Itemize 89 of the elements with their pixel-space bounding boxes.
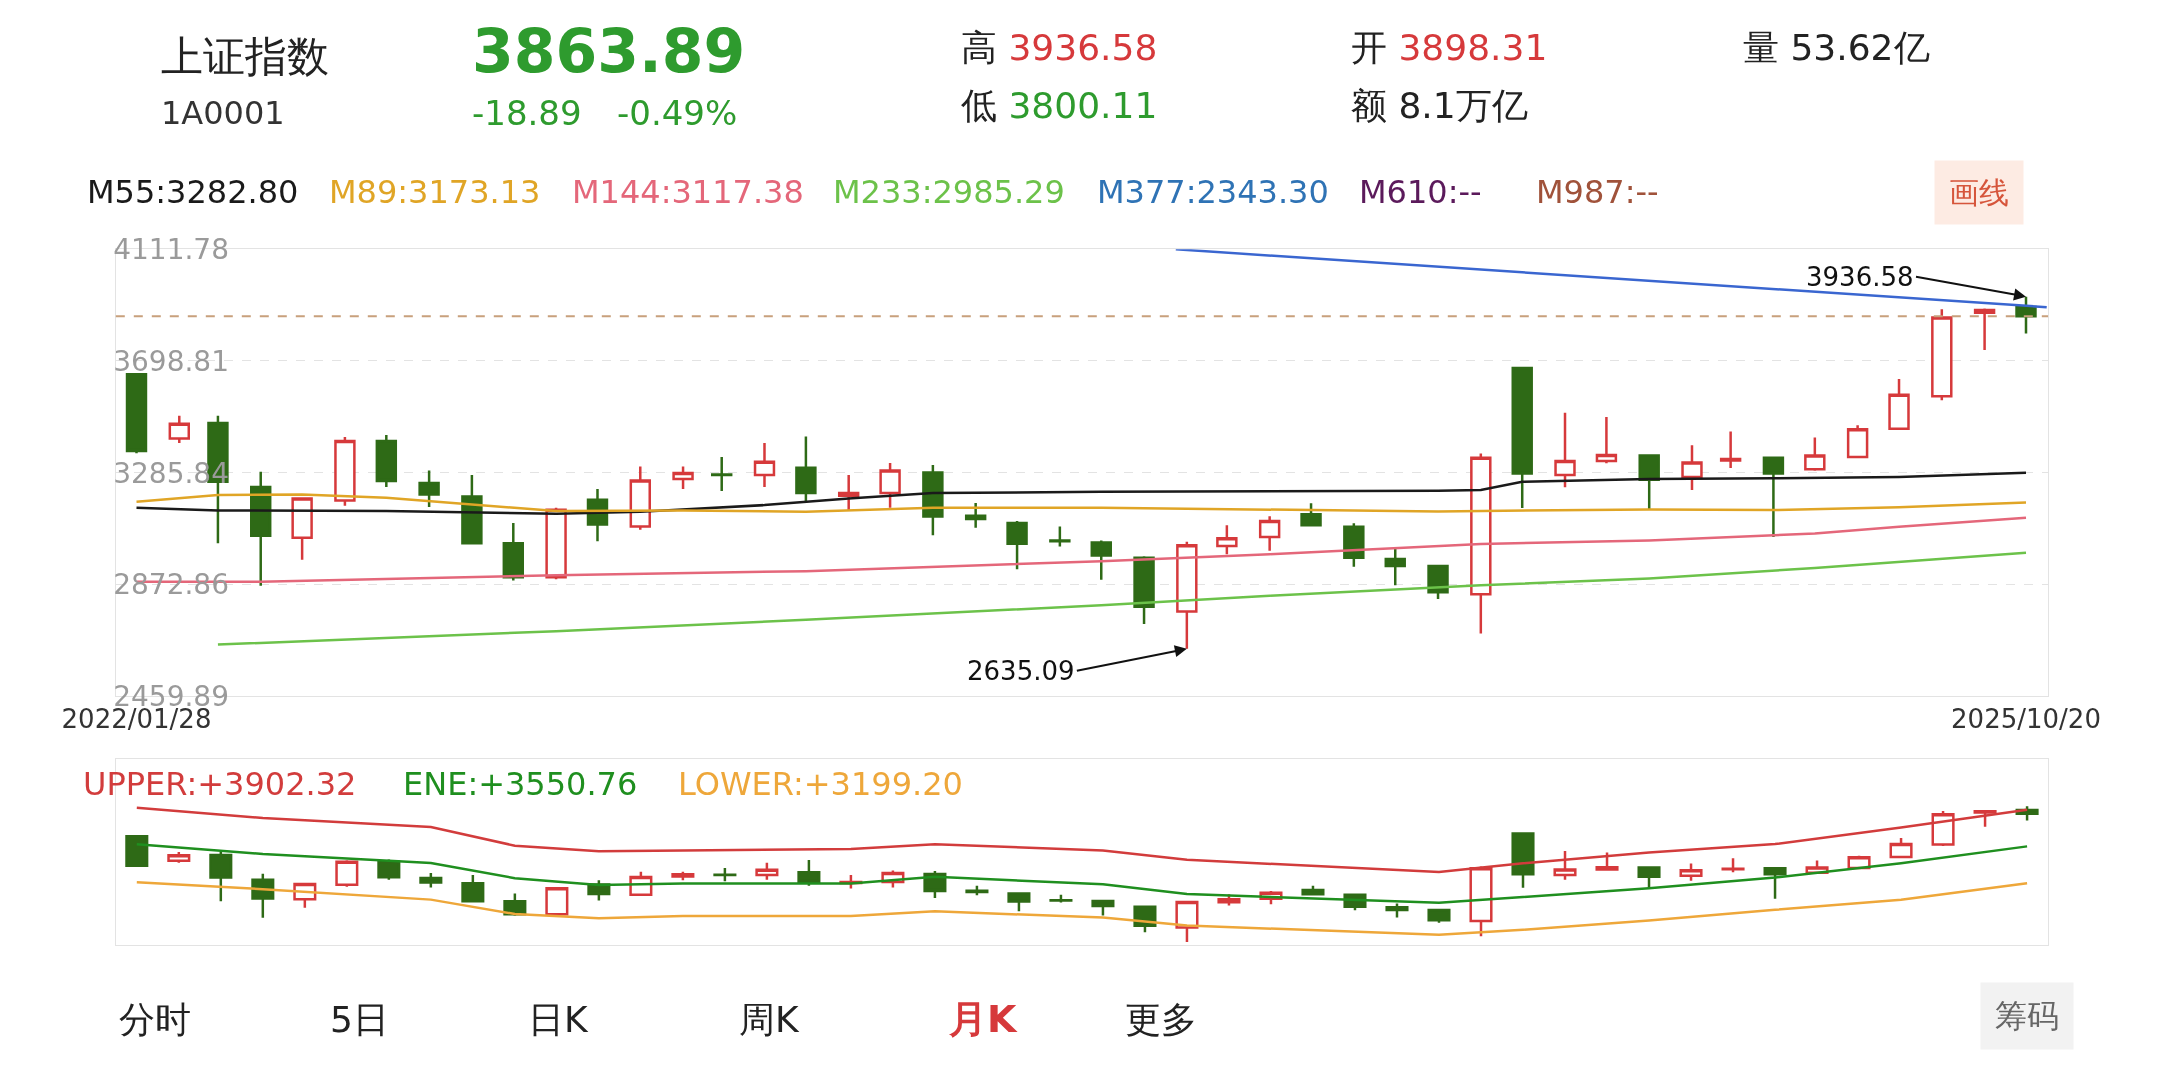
chart-title: 上证指数 <box>161 32 329 81</box>
candlestick <box>629 465 651 532</box>
candlestick <box>1427 908 1451 925</box>
y-tick-label: 4111.78 <box>113 233 229 267</box>
candlestick <box>1007 891 1031 913</box>
text: M144:3117.38 <box>572 173 804 211</box>
line-series <box>135 493 2028 514</box>
candlestick <box>1300 501 1322 527</box>
text: 月K <box>948 997 1018 1041</box>
candlestick <box>879 461 901 510</box>
candlestick <box>1595 415 1618 465</box>
candlestick <box>334 435 356 508</box>
annotation: 3936.58 <box>1806 262 1914 292</box>
candlestick <box>1846 423 1869 460</box>
series-label: ENE:+3550.76 <box>403 765 638 803</box>
candlestick <box>419 871 443 889</box>
candlestick <box>1511 832 1535 889</box>
candlestick <box>1679 862 1703 882</box>
text: M89:3173.13 <box>329 173 541 211</box>
candlestick <box>1681 443 1703 492</box>
text: M377:2343.30 <box>1097 173 1329 211</box>
candlestick <box>1470 452 1492 635</box>
candlestick <box>1385 902 1409 919</box>
candlestick <box>1384 547 1406 587</box>
chart-subtitle: 1A0001 <box>161 94 285 132</box>
candlestick <box>1719 430 1742 470</box>
text: -18.89 <box>472 93 582 133</box>
candlestick <box>167 850 191 864</box>
candlestick <box>710 455 733 493</box>
candlestick <box>250 470 272 588</box>
text: 5日 <box>330 999 389 1040</box>
candlestick <box>545 886 569 917</box>
candlestick <box>1888 377 1910 430</box>
candlestick <box>1090 539 1112 582</box>
annotation: 2635.09 <box>967 656 1075 686</box>
candlestick <box>753 441 776 489</box>
candlestick <box>1931 308 1953 402</box>
text: 筹码 <box>1995 997 2059 1035</box>
candlestick <box>1301 884 1325 896</box>
series-label: UPPER:+3902.32 <box>83 765 357 803</box>
candlestick <box>1762 456 1785 539</box>
candlestick <box>335 859 359 889</box>
text: 周K <box>739 999 800 1040</box>
candlestick <box>1049 525 1071 548</box>
candlestick <box>1258 515 1281 553</box>
candlestick <box>922 463 944 537</box>
text: 开 3898.31 <box>1351 27 1548 68</box>
text: 高 3936.58 <box>961 27 1158 68</box>
candlestick <box>1973 307 1996 352</box>
x-tick-label: 2025/10/20 <box>1951 704 2101 735</box>
candlestick <box>125 834 149 868</box>
candlestick <box>377 858 401 881</box>
candlestick <box>672 465 694 491</box>
candlestick <box>1889 836 1913 859</box>
text: LOWER:+3199.20 <box>678 765 963 803</box>
candlestick <box>1006 519 1028 571</box>
candlestick <box>1216 524 1238 556</box>
text: M610:-- <box>1359 173 1482 211</box>
candlestick <box>1763 866 1787 901</box>
candlestick <box>375 433 398 489</box>
text: M233:2985.29 <box>833 173 1065 211</box>
text: 更多 <box>1125 999 1197 1040</box>
candlestick <box>418 469 440 509</box>
candlestick <box>291 497 313 562</box>
text: M55:3282.80 <box>87 173 299 211</box>
text: 画线 <box>1949 175 2009 210</box>
candlestick <box>1637 866 1661 890</box>
candlestick <box>837 473 860 512</box>
candlestick <box>1511 366 1533 510</box>
text: 分时 <box>119 999 191 1040</box>
candlestick <box>1343 521 1365 568</box>
text: M987:-- <box>1536 173 1659 211</box>
text: 日K <box>528 999 589 1040</box>
text: -0.49% <box>617 93 738 133</box>
candlestick <box>125 373 148 455</box>
candlestick <box>1176 540 1198 651</box>
candlestick <box>168 414 191 445</box>
candlestick <box>964 501 987 530</box>
candlestick <box>209 850 233 903</box>
candlestick <box>1554 411 1576 489</box>
text: 量 53.62亿 <box>1743 27 1930 68</box>
candlestick <box>1931 809 1955 848</box>
y-tick-label: 3698.81 <box>113 344 229 378</box>
text: 额 8.1万亿 <box>1351 85 1528 126</box>
candlestick <box>461 873 485 903</box>
candlestick <box>1595 851 1619 871</box>
text: 3863.89 <box>472 16 746 86</box>
candlestick <box>1804 436 1826 472</box>
text: 低 3800.11 <box>961 85 1158 126</box>
